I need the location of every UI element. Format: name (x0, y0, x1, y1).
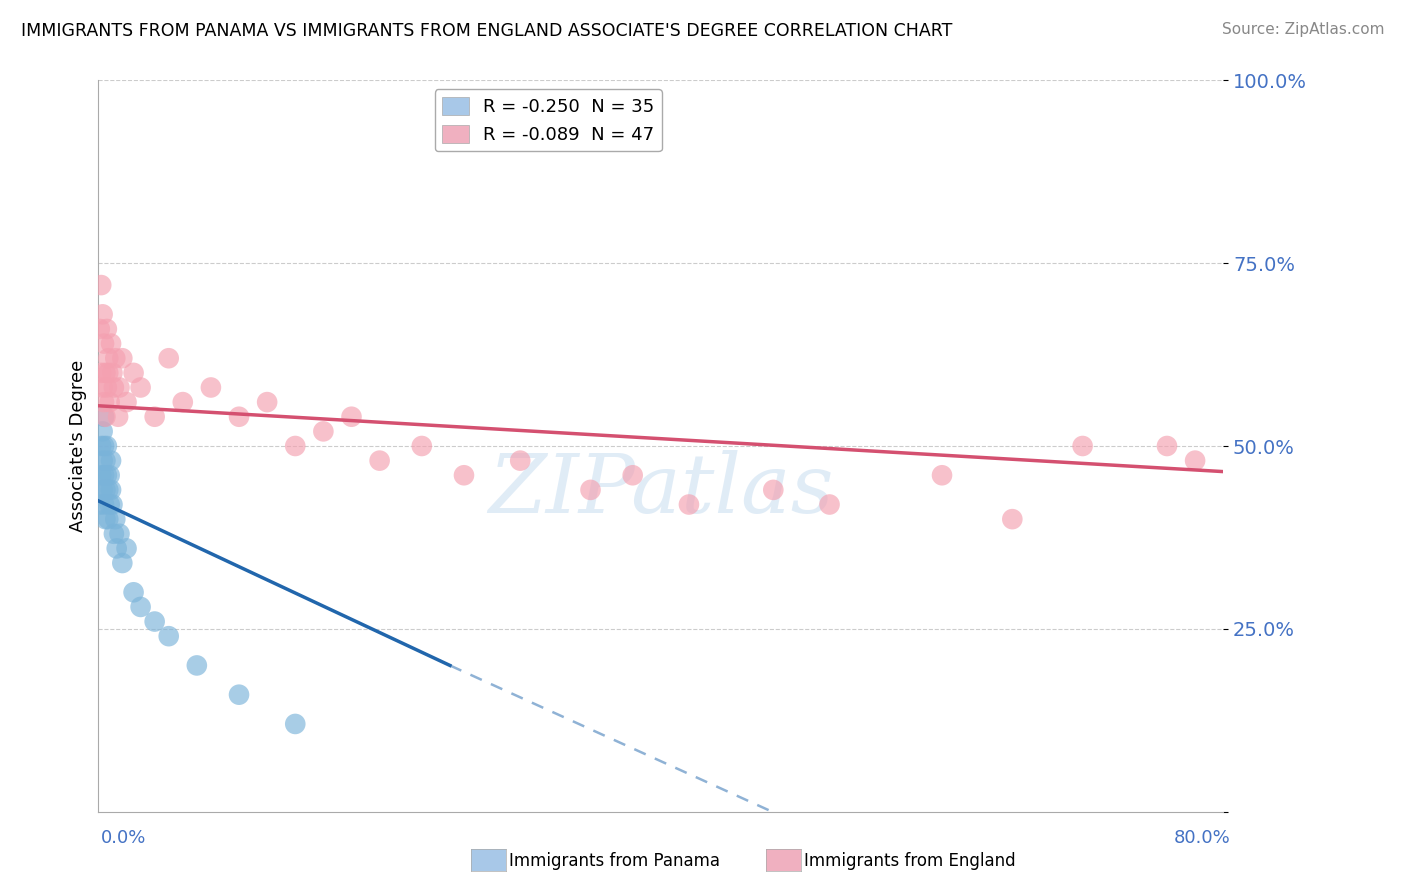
Point (368, 453, 391, 467)
Text: Immigrants from England: Immigrants from England (804, 852, 1017, 870)
Point (89, 498, 111, 512)
Point (96, 380, 118, 394)
Point (579, 483, 602, 497)
Point (91, 307, 114, 321)
Point (104, 512, 127, 526)
Point (93, 498, 115, 512)
Text: IMMIGRANTS FROM PANAMA VS IMMIGRANTS FROM ENGLAND ASSOCIATE'S DEGREE CORRELATION: IMMIGRANTS FROM PANAMA VS IMMIGRANTS FRO… (21, 22, 952, 40)
Point (1071, 439, 1094, 453)
Text: 80.0%: 80.0% (1174, 829, 1230, 847)
Point (90, 439, 112, 453)
Point (97, 351, 120, 366)
Point (312, 425, 335, 439)
Point (94, 453, 117, 467)
Point (96, 322, 118, 336)
Point (91, 483, 114, 497)
Point (93, 336, 115, 351)
Legend: R = -0.250  N = 35, R = -0.089  N = 47: R = -0.250 N = 35, R = -0.089 N = 47 (434, 89, 662, 152)
Point (115, 395, 138, 409)
Point (762, 483, 785, 497)
Point (93, 409, 115, 424)
Point (97, 483, 120, 497)
Point (228, 409, 250, 424)
Point (103, 526, 125, 541)
Point (111, 351, 134, 366)
Text: ZIPatlas: ZIPatlas (488, 450, 834, 530)
Text: Source: ZipAtlas.com: Source: ZipAtlas.com (1222, 22, 1385, 37)
Point (411, 439, 433, 453)
Point (91, 425, 114, 439)
Point (94, 512, 117, 526)
Point (284, 439, 307, 453)
Text: Immigrants from Panama: Immigrants from Panama (509, 852, 720, 870)
Point (115, 541, 138, 556)
Point (1156, 439, 1178, 453)
Point (91, 453, 114, 467)
Point (98, 395, 121, 409)
Point (129, 599, 152, 614)
Point (90, 278, 112, 293)
Point (101, 366, 124, 380)
Point (621, 468, 644, 483)
Point (96, 439, 118, 453)
Point (96, 468, 118, 483)
Point (93, 468, 115, 483)
Point (1001, 512, 1024, 526)
Point (90, 366, 112, 380)
Point (228, 688, 250, 702)
Point (172, 395, 194, 409)
Point (104, 351, 127, 366)
Point (122, 585, 145, 599)
Point (107, 409, 129, 424)
Point (1184, 453, 1206, 467)
Point (91, 380, 114, 394)
Point (89, 322, 111, 336)
Point (98, 468, 121, 483)
Point (143, 409, 166, 424)
Point (93, 439, 115, 453)
Point (256, 395, 278, 409)
Point (931, 468, 953, 483)
Point (90, 468, 112, 483)
Point (818, 498, 841, 512)
Point (678, 498, 700, 512)
Point (108, 380, 131, 394)
Point (93, 395, 115, 409)
Point (97, 366, 120, 380)
Point (94, 409, 117, 424)
Point (97, 512, 120, 526)
Point (101, 498, 124, 512)
Point (100, 453, 122, 467)
Point (100, 336, 122, 351)
Point (100, 483, 122, 497)
Point (157, 629, 180, 643)
Point (143, 615, 166, 629)
Point (340, 409, 363, 424)
Point (94, 483, 117, 497)
Point (108, 526, 131, 541)
Point (453, 468, 475, 483)
Point (186, 658, 208, 673)
Point (509, 453, 531, 467)
Point (129, 380, 152, 394)
Point (94, 366, 117, 380)
Point (103, 380, 125, 394)
Point (98, 498, 121, 512)
Y-axis label: Associate's Degree: Associate's Degree (69, 359, 87, 533)
Point (111, 556, 134, 570)
Point (284, 717, 307, 731)
Point (105, 541, 128, 556)
Point (157, 351, 180, 366)
Point (200, 380, 222, 394)
Text: 0.0%: 0.0% (101, 829, 146, 847)
Point (122, 366, 145, 380)
